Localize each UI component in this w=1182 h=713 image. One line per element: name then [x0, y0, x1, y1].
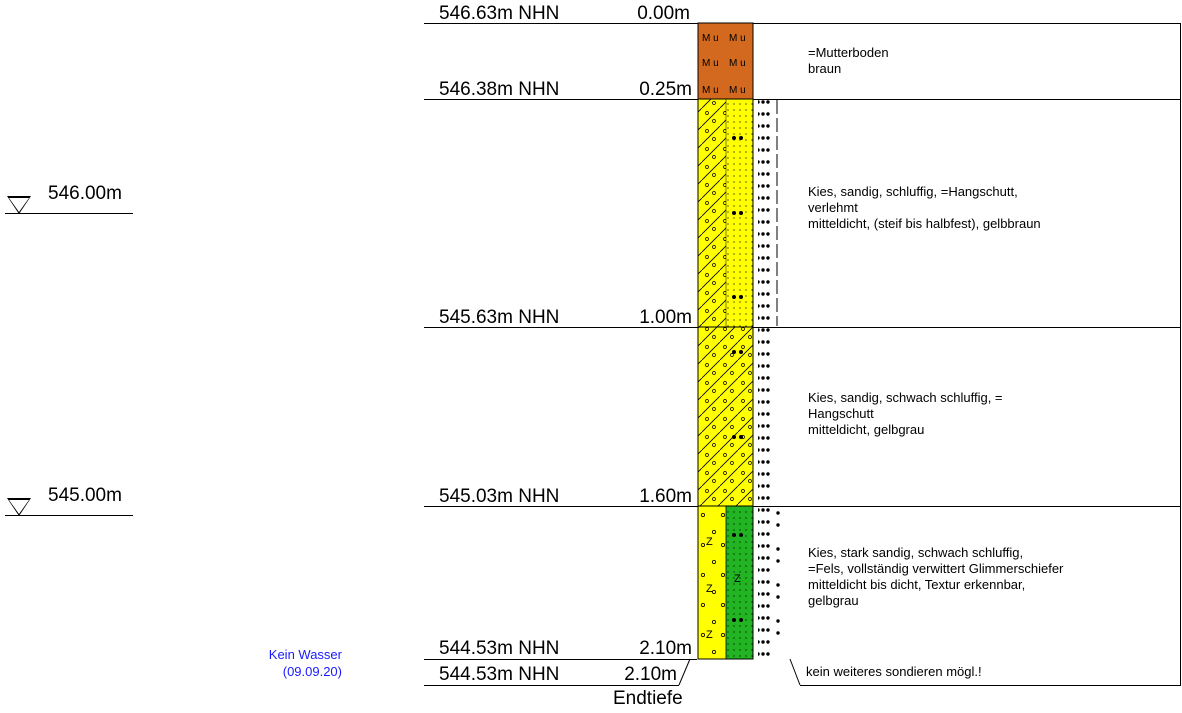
- water-note-line1: Kein Wasser: [268, 647, 342, 662]
- layer-3-description: Kies, sandig, schwach schluffig, = Hangs…: [808, 390, 1003, 437]
- layer-3-bottom-elevation: 545.03m NHN: [439, 486, 560, 507]
- boundary-line-1-00: [424, 327, 1181, 328]
- layer-3-bottom-depth: 1.60m: [639, 486, 692, 507]
- svg-text:Z: Z: [706, 583, 713, 595]
- boundary-line-1-60: [424, 506, 1181, 507]
- water-note: Kein Wasser (09.09.20): [222, 646, 342, 680]
- reference-545-label: 545.00m: [48, 485, 122, 506]
- top-elevation: 546.63m NHN: [439, 3, 560, 24]
- svg-text:M u: M u: [729, 33, 746, 44]
- end-depth: 2.10m: [624, 664, 677, 685]
- svg-text:Z: Z: [706, 629, 713, 641]
- svg-text:Z: Z: [706, 536, 713, 548]
- svg-text:M u: M u: [702, 85, 719, 96]
- layer-2-description: Kies, sandig, schluffig, =Hangschutt, ve…: [808, 184, 1041, 231]
- layer-4-bottom-depth: 2.10m: [639, 638, 692, 659]
- layer-4-bottom-elevation: 544.53m NHN: [439, 638, 560, 659]
- reference-546-label: 546.00m: [48, 183, 122, 204]
- layer-1-bottom-elevation: 546.38m NHN: [439, 79, 560, 100]
- layer-2-bottom-depth: 1.00m: [639, 307, 692, 328]
- water-note-line2: (09.09.20): [282, 664, 342, 679]
- endtiefe-label: Endtiefe: [613, 688, 683, 709]
- layer-4-description: Kies, stark sandig, schwach schluffig, =…: [808, 545, 1064, 608]
- end-elevation: 544.53m NHN: [439, 664, 560, 685]
- layer-2-bottom-elevation: 545.63m NHN: [439, 307, 560, 328]
- reference-marker-icon: [7, 498, 31, 516]
- reference-545-line: [5, 515, 133, 516]
- boundary-line-top: [424, 23, 1181, 24]
- svg-text:M u: M u: [729, 85, 746, 96]
- end-line: [424, 685, 679, 686]
- boundary-line-2-10: [424, 659, 697, 660]
- reference-marker-icon: [7, 196, 31, 214]
- svg-text:M u: M u: [702, 58, 719, 69]
- svg-text:M u: M u: [702, 33, 719, 44]
- layer-1-bottom-depth: 0.25m: [639, 79, 692, 100]
- svg-text:M u: M u: [729, 58, 746, 69]
- end-note: kein weiteres sondieren mögl.!: [806, 664, 982, 679]
- description-border: [1180, 23, 1181, 686]
- note-underline: [800, 685, 1181, 686]
- svg-text:Z: Z: [734, 573, 741, 585]
- reference-546-line: [5, 213, 133, 214]
- top-depth: 0.00m: [637, 3, 690, 24]
- boundary-line-0-25: [424, 99, 1181, 100]
- layer-1-description: =Mutterboden braun: [808, 45, 889, 76]
